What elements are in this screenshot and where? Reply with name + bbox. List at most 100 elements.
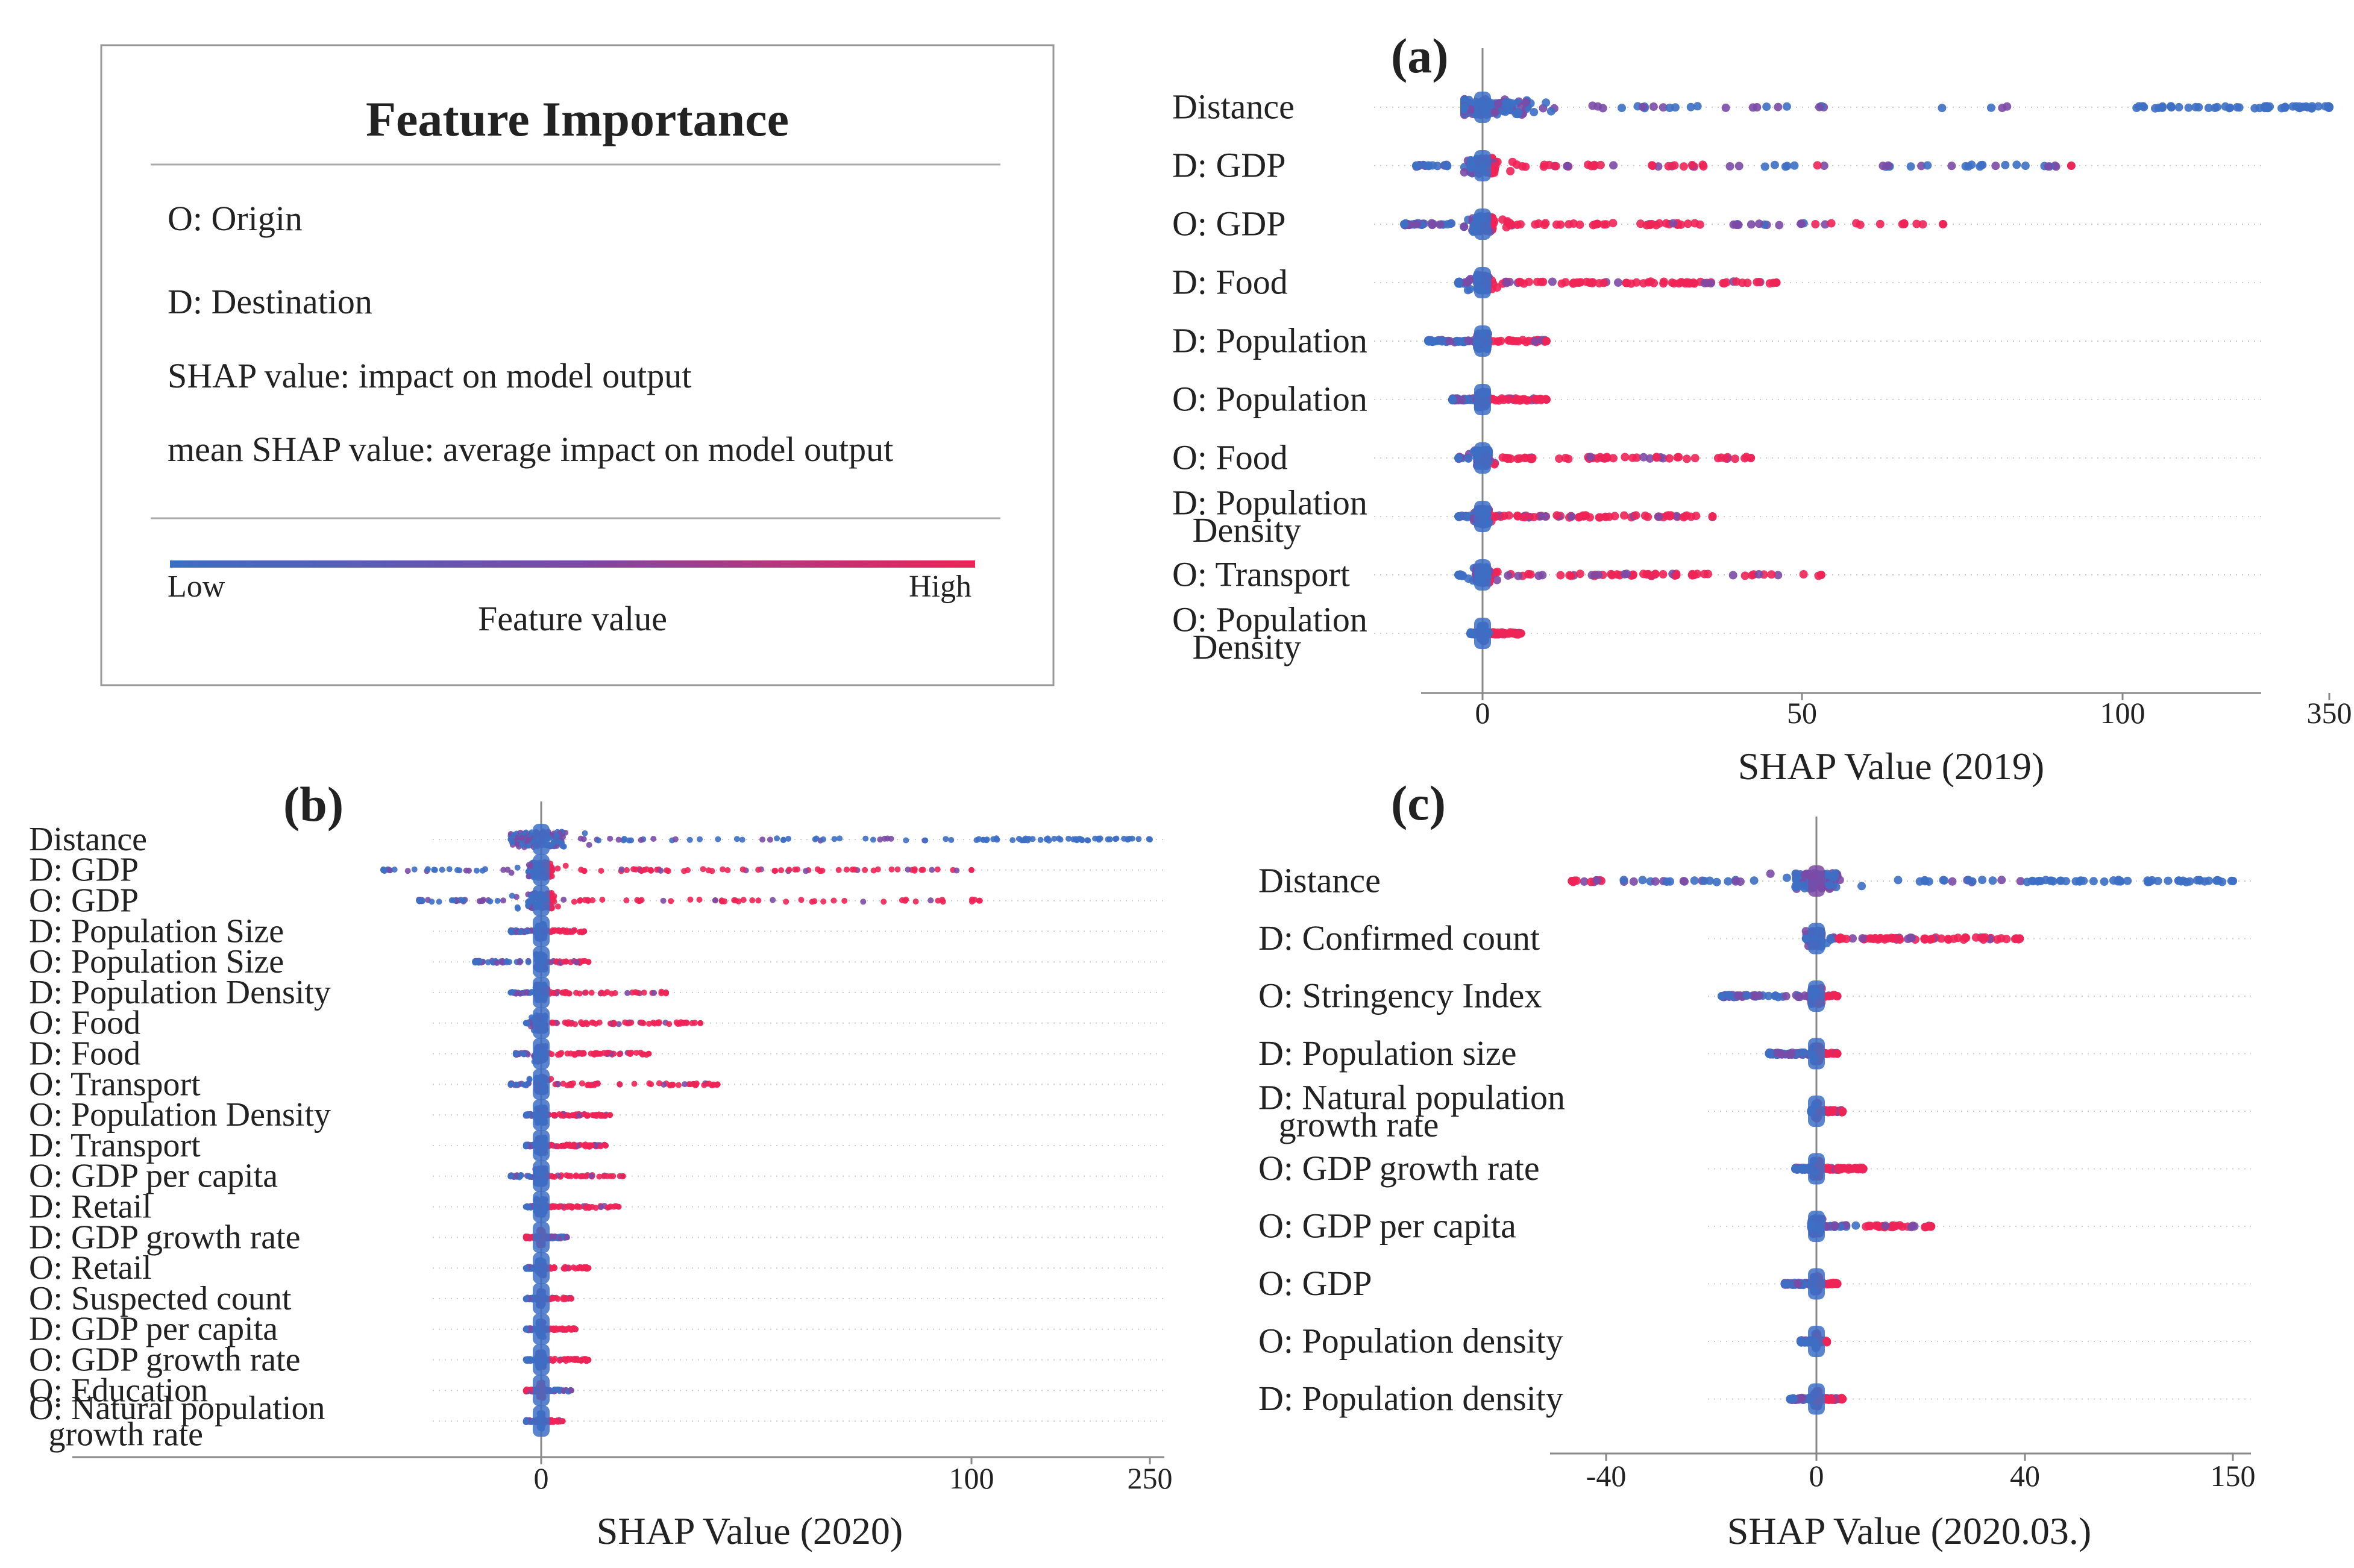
shap-point	[922, 837, 929, 844]
shap-point	[479, 867, 486, 874]
shap-point	[1466, 284, 1475, 293]
shap-point	[1698, 160, 1707, 169]
feature-row-d-population: D: Population	[1172, 321, 2266, 360]
shap-point	[720, 866, 726, 873]
shap-point	[874, 866, 881, 873]
shap-density-core	[533, 1252, 550, 1284]
legend-frame	[100, 44, 1055, 686]
shap-point	[1513, 221, 1522, 230]
shap-point	[714, 1081, 721, 1088]
shap-density-core	[1474, 559, 1491, 591]
shap-point	[1767, 570, 1776, 579]
shap-point	[615, 836, 622, 843]
shap-point	[1552, 220, 1561, 229]
shap-point	[1504, 571, 1513, 580]
shap-point	[1563, 162, 1572, 171]
shap-point	[1852, 219, 1861, 228]
shap-point	[569, 1203, 576, 1210]
shap-point	[1610, 512, 1619, 521]
legend-title: Feature Importance	[366, 92, 789, 146]
shap-point	[525, 959, 532, 965]
shap-point	[733, 836, 740, 842]
x-tick-label: 0	[1475, 696, 1490, 730]
shap-point	[1923, 161, 1932, 170]
shap-point	[553, 832, 560, 839]
shap-point	[798, 897, 805, 903]
shap-point	[687, 896, 694, 903]
shap-point	[1567, 571, 1575, 580]
shap-point	[524, 928, 530, 935]
shap-point	[772, 868, 779, 874]
shap-point	[1504, 454, 1513, 463]
shap-point	[1412, 220, 1421, 229]
shap-point	[1669, 279, 1678, 288]
feature-row-d-food: D: Food	[1172, 263, 2266, 302]
shap-point	[561, 1265, 568, 1272]
shap-point	[1584, 160, 1592, 169]
shap-point	[1654, 162, 1663, 171]
feature-row-d-population-density: D: Population Density	[29, 974, 1164, 1011]
shap-point	[554, 865, 561, 872]
shap-point	[1686, 102, 1695, 111]
shap-point	[617, 1051, 623, 1058]
shap-point	[526, 1076, 533, 1082]
shap-point	[588, 989, 595, 996]
shap-point	[792, 867, 799, 873]
shap-point	[416, 897, 422, 904]
shap-point	[672, 836, 679, 842]
shap-point	[560, 1080, 567, 1087]
shap-point	[1762, 102, 1771, 111]
shap-point	[1721, 103, 1730, 112]
shap-point	[568, 1173, 574, 1179]
x-axis-label-b: SHAP Value (2020)	[597, 1510, 903, 1552]
shap-point	[1708, 512, 1717, 521]
shap-point	[1022, 836, 1028, 843]
shap-point	[1515, 454, 1524, 463]
shap-point	[1576, 278, 1585, 287]
shap-point	[1448, 395, 1457, 404]
shap-point	[2067, 162, 2076, 170]
shap-point	[1618, 104, 1626, 113]
shap-point	[1790, 161, 1799, 170]
shap-point	[2288, 102, 2297, 111]
shap-point	[571, 1141, 577, 1148]
shap-point	[1521, 513, 1530, 522]
shap-point	[1546, 107, 1555, 116]
feature-label-line: D: Food	[1172, 263, 1288, 302]
shap-point	[1589, 221, 1598, 230]
shap-point	[1692, 512, 1701, 521]
shap-point	[586, 842, 592, 848]
shap-point	[1639, 102, 1647, 111]
feature-label: D: Population Density	[1172, 483, 1367, 550]
shap-point	[803, 868, 809, 874]
shap-point	[820, 898, 827, 905]
shap-point	[1754, 570, 1763, 579]
shap-point	[1665, 454, 1674, 463]
shap-point	[651, 989, 658, 996]
feature-label-line: D: Population	[1172, 483, 1367, 522]
shap-point	[640, 1051, 647, 1058]
shap-point	[1505, 219, 1514, 228]
shap-point	[1677, 278, 1686, 287]
shap-point	[2250, 104, 2259, 113]
shap-point	[774, 835, 780, 842]
shap-density-core	[533, 946, 550, 978]
shap-point	[598, 868, 604, 874]
legend-line-destination: D: Destination	[168, 282, 372, 321]
shap-point	[589, 897, 596, 903]
shap-point	[2138, 102, 2147, 111]
shap-point	[560, 897, 567, 903]
shap-point	[994, 836, 1000, 843]
shap-point	[558, 1050, 565, 1056]
shap-density-core	[1474, 325, 1491, 357]
shap-point	[460, 897, 467, 903]
shap-point	[920, 867, 926, 873]
feature-label: D: Food	[1172, 263, 1288, 302]
shap-point	[580, 1050, 587, 1056]
shap-point	[2325, 103, 2334, 111]
shap-point	[759, 836, 766, 843]
shap-point	[562, 862, 569, 869]
shap-point	[595, 837, 601, 844]
shap-point	[1496, 336, 1505, 345]
shap-point	[1679, 162, 1688, 171]
